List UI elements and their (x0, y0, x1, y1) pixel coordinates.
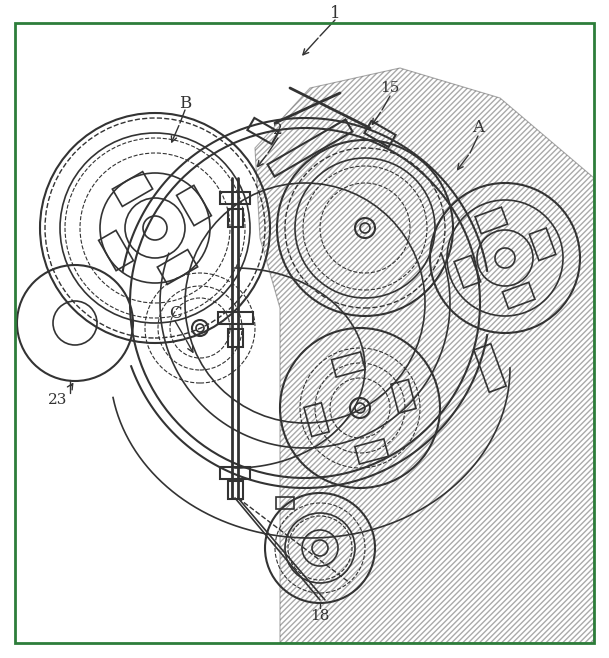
Text: A: A (472, 120, 484, 136)
Text: 2: 2 (273, 123, 283, 137)
Text: 15: 15 (380, 81, 400, 95)
Text: 23: 23 (48, 393, 68, 407)
Text: B: B (179, 95, 191, 111)
Text: 18: 18 (311, 609, 329, 623)
Text: C: C (169, 305, 181, 322)
Text: 1: 1 (329, 5, 340, 22)
